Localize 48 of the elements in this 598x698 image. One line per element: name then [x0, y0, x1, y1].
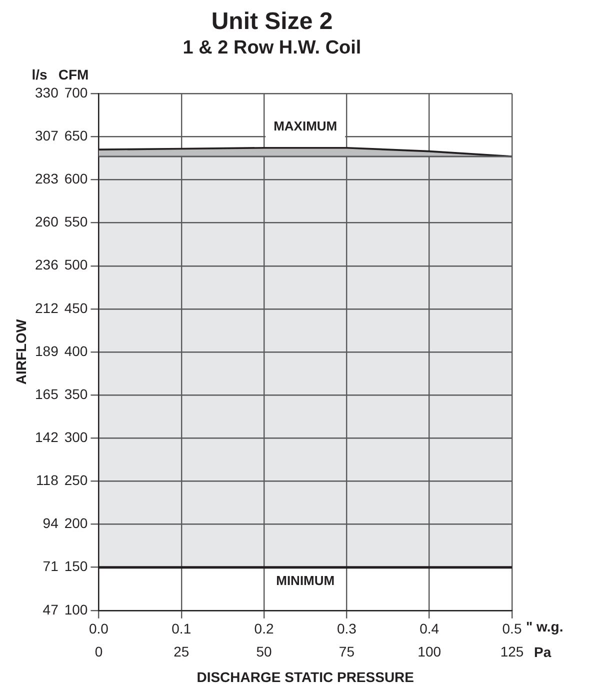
y2-tick-label: 260	[35, 214, 59, 230]
text: DISCHARGE STATIC PRESSURE	[196, 668, 414, 685]
y2-tick-label: 118	[36, 472, 59, 488]
x2-tick-label: 100	[418, 643, 442, 660]
y2-tick-label: 236	[35, 256, 59, 273]
y-tick-label: 400	[64, 342, 88, 359]
text: AIRFLOW	[12, 318, 29, 385]
x2-tick-label: 75	[338, 643, 355, 660]
y2-tick-label: 165	[35, 386, 59, 402]
y2-tick-label: 142	[35, 428, 59, 445]
x2-tick-label: 50	[256, 643, 272, 660]
y-tick-label: 100	[64, 601, 88, 618]
y-tick-label: 650	[64, 128, 88, 144]
y2-tick-label: 283	[35, 170, 59, 187]
x-tick-label: 0.0	[88, 620, 109, 637]
y2-tick-label: 330	[35, 84, 59, 100]
y-axis-title: CFM	[58, 66, 89, 82]
y2-axis-title: l/s	[32, 66, 48, 82]
series-label: MAXIMUM	[274, 118, 338, 134]
y2-tick-label: 189	[35, 342, 59, 359]
chart-title: Unit Size 2	[211, 8, 333, 36]
x-tick-label: 0.2	[254, 620, 274, 637]
x2-axis-title: Pa	[534, 644, 552, 660]
y-tick-label: 350	[64, 386, 88, 402]
y-tick-label: 600	[64, 170, 88, 187]
y2-tick-label: 71	[42, 558, 59, 574]
y-tick-label: 200	[64, 515, 88, 532]
ref-line-label: MINIMUM	[276, 572, 335, 588]
y-tick-label: 450	[64, 300, 88, 316]
x-tick-label: 0.5	[502, 620, 522, 637]
chart-subtitle: 1 & 2 Row H.W. Coil	[182, 37, 362, 58]
x2-tick-label: 25	[174, 643, 190, 660]
y-tick-label: 250	[64, 472, 88, 488]
y-tick-label: 550	[64, 214, 88, 230]
y-tick-label: 700	[64, 84, 88, 100]
x-tick-label: 0.1	[172, 620, 192, 637]
x-tick-label: 0.3	[336, 620, 357, 637]
x2-tick-label: 0	[94, 643, 103, 660]
y-tick-label: 300	[64, 428, 88, 445]
y2-tick-label: 94	[42, 515, 59, 532]
y-tick-label: 500	[64, 256, 88, 273]
x-axis-title: " w.g.	[526, 618, 564, 634]
y2-tick-label: 212	[35, 300, 59, 316]
y-tick-label: 150	[64, 558, 88, 574]
x2-tick-label: 125	[500, 643, 524, 660]
y2-tick-label: 307	[35, 128, 59, 144]
x-tick-label: 0.4	[420, 620, 440, 637]
y2-tick-label: 47	[42, 601, 59, 618]
